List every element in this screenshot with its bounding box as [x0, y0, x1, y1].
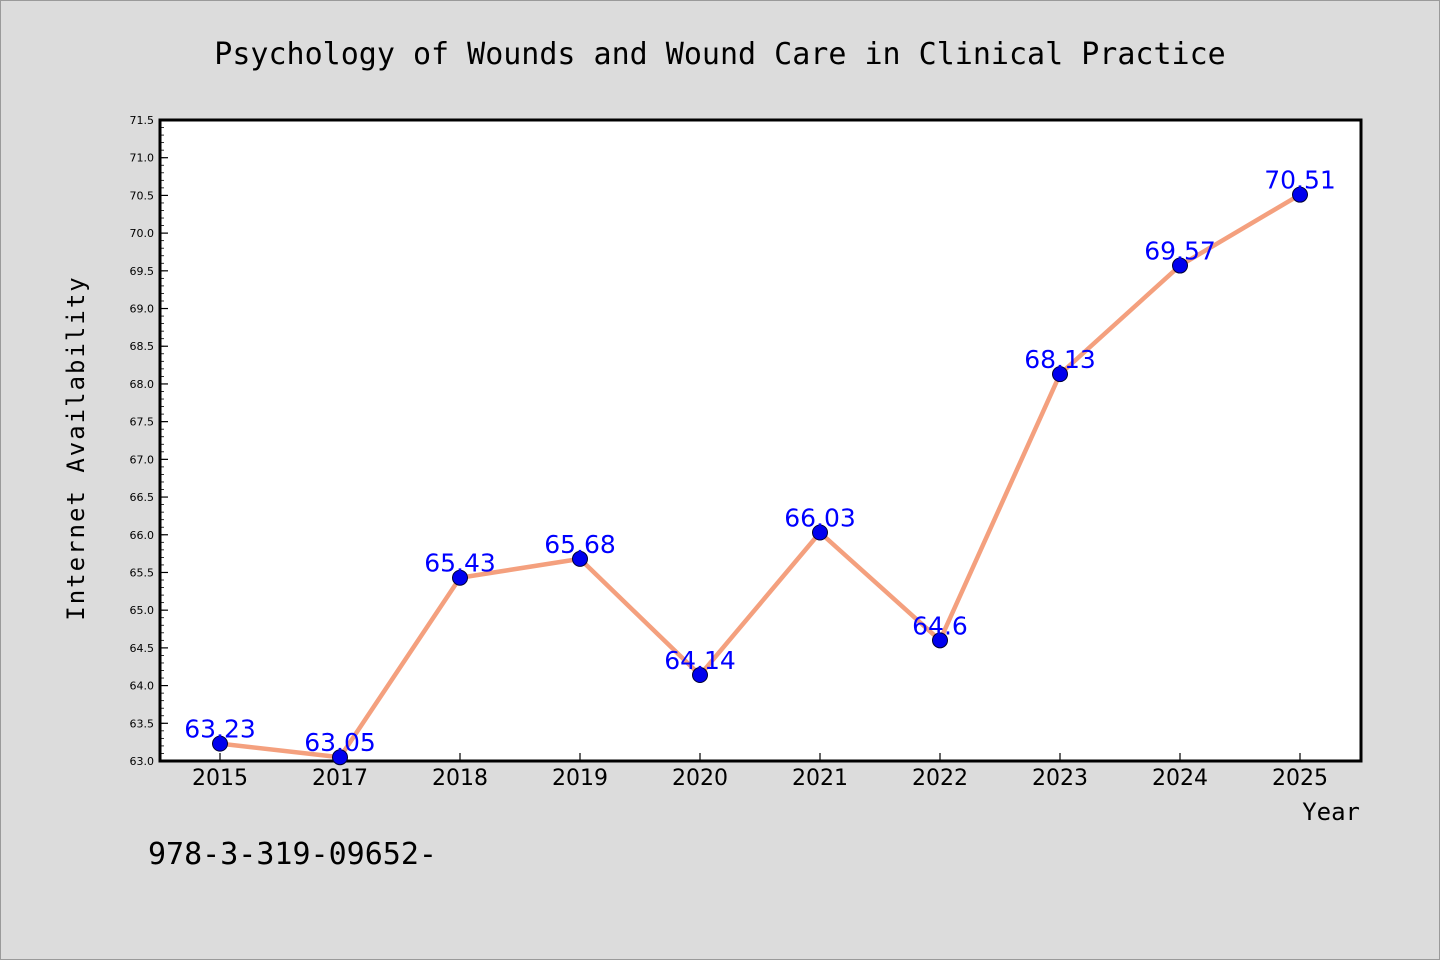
y-tick-label: 64.0 — [130, 680, 155, 693]
data-point-marker — [332, 749, 348, 766]
footnote-text: 978-3-319-09652- — [148, 837, 437, 872]
x-axis-label: Year — [1302, 798, 1360, 826]
y-tick-label: 69.0 — [130, 303, 155, 316]
y-tick-label: 67.0 — [130, 453, 155, 466]
data-label: 65.68 — [544, 530, 616, 559]
data-label: 65.43 — [424, 549, 496, 578]
data-label: 69.57 — [1144, 237, 1216, 266]
data-label: 70.51 — [1264, 166, 1336, 195]
x-tick-label: 2017 — [312, 766, 368, 791]
data-label: 63.23 — [184, 715, 256, 744]
x-tick-label: 2015 — [192, 766, 248, 791]
x-tick-label: 2025 — [1272, 766, 1328, 791]
data-point-marker — [1052, 366, 1068, 383]
y-tick-label: 71.0 — [130, 152, 155, 165]
data-point-marker — [1292, 186, 1308, 203]
y-tick-label: 69.5 — [130, 265, 155, 278]
x-tick-label: 2020 — [672, 766, 728, 791]
y-tick-label: 63.5 — [130, 717, 155, 730]
data-label: 64.14 — [664, 646, 736, 675]
x-tick-label: 2019 — [552, 766, 608, 791]
data-label: 63.05 — [304, 728, 376, 757]
x-tick-label: 2018 — [432, 766, 488, 791]
y-tick-label: 68.0 — [130, 378, 155, 391]
data-label: 64.6 — [912, 611, 968, 640]
y-tick-label: 66.0 — [130, 529, 155, 542]
data-label: 66.03 — [784, 504, 856, 533]
data-point-marker — [812, 524, 828, 541]
data-point-marker — [452, 569, 468, 586]
y-tick-label: 65.0 — [130, 604, 155, 617]
y-tick-label: 63.0 — [130, 755, 155, 768]
y-tick-label: 71.5 — [130, 114, 155, 127]
data-point-marker — [1172, 257, 1188, 274]
y-tick-label: 66.5 — [130, 491, 155, 504]
plot-area — [158, 118, 1363, 763]
y-axis: 63.0 63.5 64.0 64.5 65.0 65.5 66.0 66.5 67.0 67.5… — [130, 114, 168, 768]
data-point-marker — [572, 550, 588, 567]
y-tick-label: 64.5 — [130, 642, 155, 655]
x-tick-label: 2022 — [912, 766, 968, 791]
x-tick-label: 2021 — [792, 766, 848, 791]
y-tick-label: 65.5 — [130, 566, 155, 579]
series-line-path — [219, 192, 1302, 760]
series-line — [212, 186, 1308, 766]
x-tick-label: 2024 — [1152, 766, 1208, 791]
y-tick-label: 67.5 — [130, 416, 155, 429]
y-tick-label: 70.5 — [130, 189, 155, 202]
x-tick-label: 2023 — [1032, 766, 1088, 791]
y-axis-label: Internet Availability — [62, 275, 90, 620]
data-label: 68.13 — [1024, 345, 1096, 374]
y-tick-label: 70.0 — [130, 227, 155, 240]
data-point-marker — [692, 667, 708, 684]
data-point-marker — [932, 632, 948, 649]
data-labels: 63.23 63.05 65.43 65.68 64.14 66.03 64.6 68.13 6… — [184, 166, 1336, 758]
chart-title: Psychology of Wounds and Wound Care in C… — [214, 37, 1225, 72]
x-axis: 2015 2017 2018 2019 2020 2021 2022 2023 2024 2025 — [192, 753, 1328, 791]
y-tick-label: 68.5 — [130, 340, 155, 353]
data-point-marker — [212, 735, 228, 752]
